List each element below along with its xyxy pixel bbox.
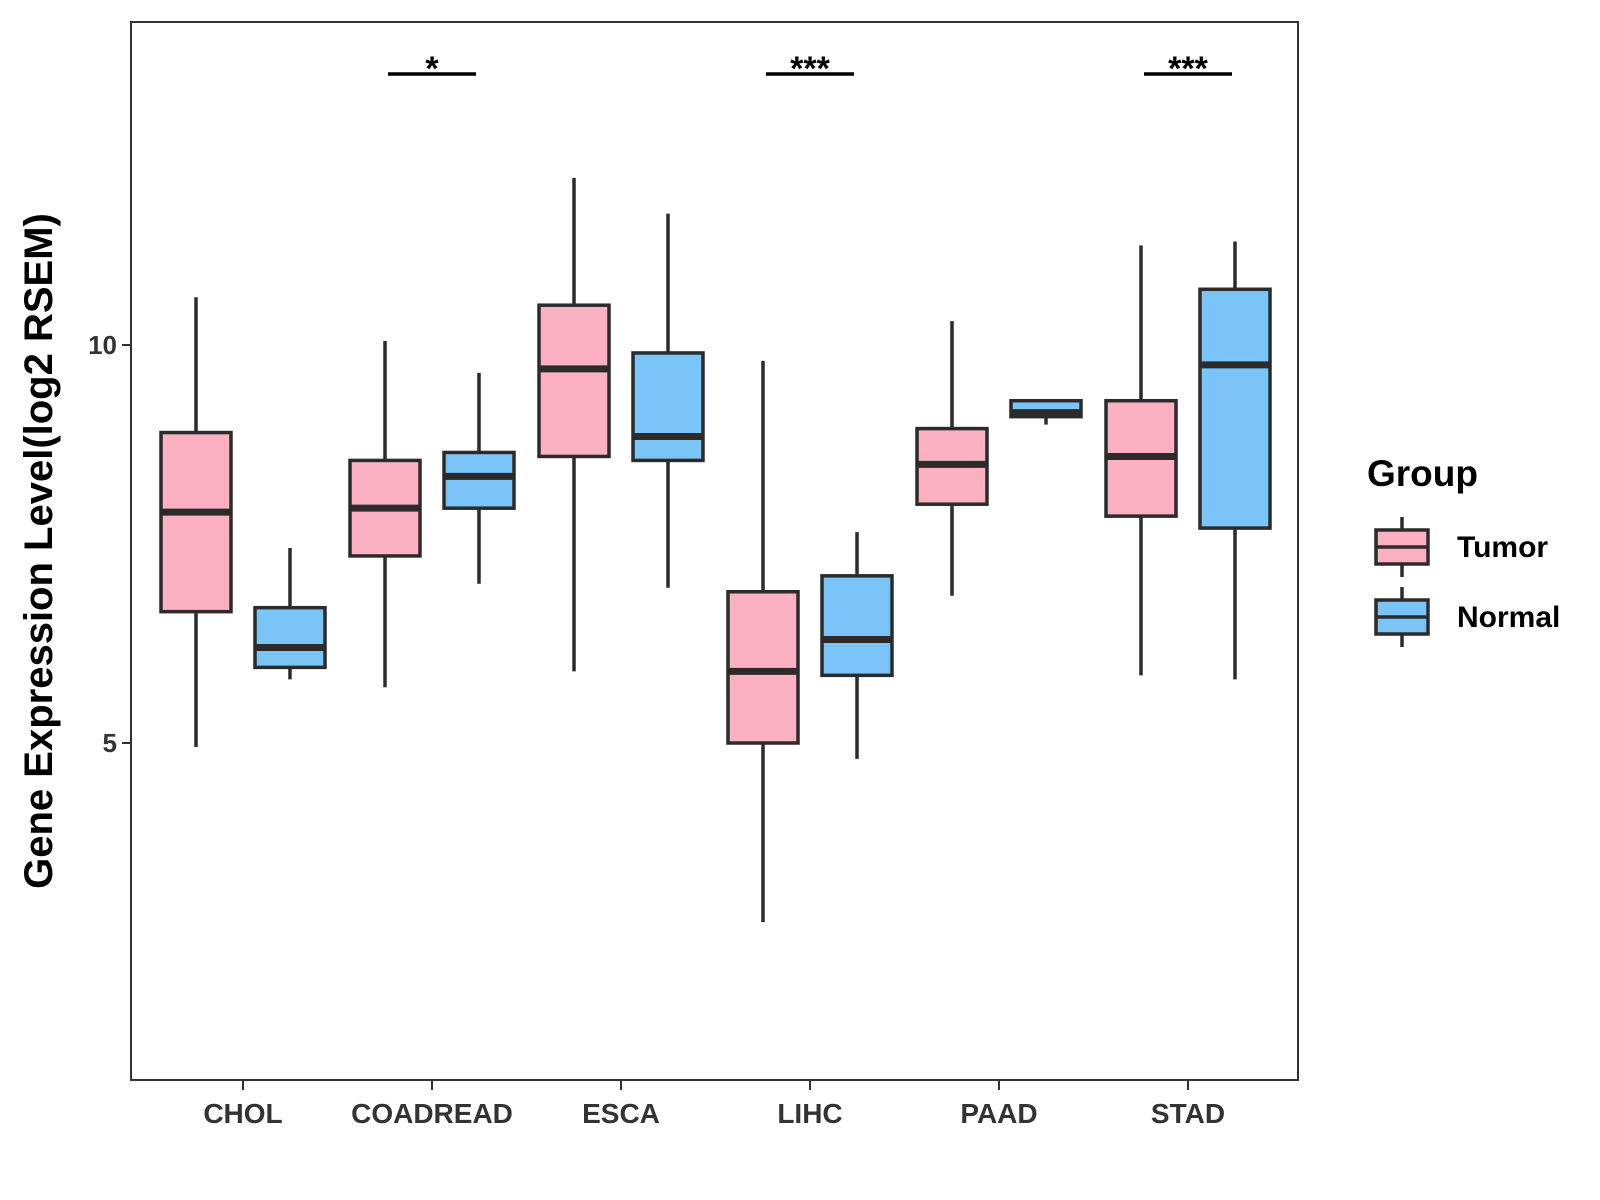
x-tick-label: STAD <box>1151 1098 1225 1129</box>
y-axis-title: Gene Expression Level(log2 RSEM) <box>17 213 61 889</box>
legend-key-normal <box>1374 587 1430 647</box>
box-chol-tumor <box>159 297 233 747</box>
box-lihc-tumor <box>726 360 800 923</box>
box-body <box>631 351 705 463</box>
box-stad-normal <box>1198 241 1272 680</box>
legend-title: Group <box>1367 453 1478 494</box>
box-coadread-normal <box>442 372 516 584</box>
box-body <box>537 303 611 459</box>
y-tick-label: 10 <box>88 330 117 360</box>
box-paad-normal <box>1009 398 1083 425</box>
box-body <box>1198 287 1272 530</box>
x-tick-label: PAAD <box>960 1098 1037 1129</box>
box-paad-tumor <box>915 321 989 596</box>
legend-key-tumor <box>1374 517 1430 577</box>
legend-label-normal: Normal <box>1457 601 1560 634</box>
box-esca-tumor <box>537 177 611 672</box>
x-tick-label: COADREAD <box>351 1098 513 1129</box>
x-axis: CHOL COADREAD ESCA LIHC PAAD STAD <box>203 1080 1225 1129</box>
significance-label: *** <box>1168 50 1208 88</box>
box-body <box>253 605 327 670</box>
boxes-layer <box>159 177 1272 923</box>
significance-label: * <box>425 50 439 88</box>
box-body <box>442 450 516 510</box>
x-tick-label: CHOL <box>203 1098 282 1129</box>
box-stad-tumor <box>1104 245 1178 676</box>
box-coadread-tumor <box>348 341 422 688</box>
box-body <box>820 574 894 678</box>
legend-label-tumor: Tumor <box>1457 531 1548 564</box>
plot-background <box>130 21 1299 1081</box>
box-body <box>159 430 233 614</box>
box-esca-normal <box>631 213 705 588</box>
significance-annotations: * *** *** <box>388 50 1232 88</box>
legend: Group Tumor Normal <box>1367 453 1560 647</box>
y-axis: 5 10 <box>88 330 131 758</box>
box-chol-normal <box>253 547 327 680</box>
box-lihc-normal <box>820 532 894 759</box>
box-body <box>726 590 800 745</box>
y-tick-label: 5 <box>103 728 117 758</box>
x-tick-label: ESCA <box>582 1098 660 1129</box>
significance-label: *** <box>790 50 830 88</box>
x-tick-label: LIHC <box>777 1098 842 1129</box>
